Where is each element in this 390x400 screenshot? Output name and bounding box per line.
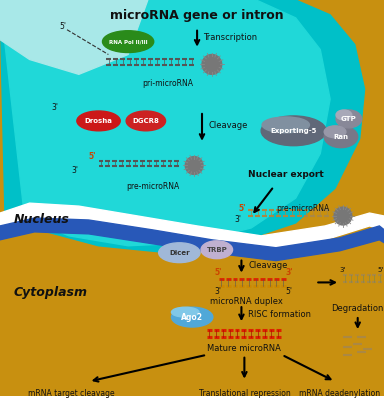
Text: Transcription: Transcription bbox=[203, 33, 257, 42]
Text: mRNA target cleavage: mRNA target cleavage bbox=[28, 390, 114, 398]
Text: Cleavage: Cleavage bbox=[248, 261, 288, 270]
Ellipse shape bbox=[324, 126, 358, 148]
Text: mRNA deadenylation: mRNA deadenylation bbox=[300, 390, 381, 398]
Circle shape bbox=[202, 54, 222, 74]
Text: Nuclear export: Nuclear export bbox=[248, 170, 324, 180]
Ellipse shape bbox=[336, 110, 352, 120]
Text: Dicer: Dicer bbox=[169, 250, 190, 256]
Polygon shape bbox=[0, 203, 384, 250]
Text: pri-microRNA: pri-microRNA bbox=[142, 79, 193, 88]
Text: RNA Pol II/III: RNA Pol II/III bbox=[109, 39, 147, 44]
Text: microRNA duplex: microRNA duplex bbox=[210, 297, 283, 306]
Text: Translational repression: Translational repression bbox=[199, 390, 290, 398]
Ellipse shape bbox=[261, 116, 326, 146]
Text: Exporting-5: Exporting-5 bbox=[271, 128, 317, 134]
Text: GTP: GTP bbox=[341, 116, 357, 122]
Text: pre-microRNA: pre-microRNA bbox=[276, 204, 329, 213]
Text: 5': 5' bbox=[59, 22, 66, 31]
Ellipse shape bbox=[262, 117, 309, 133]
Polygon shape bbox=[0, 0, 148, 74]
Text: microRNA gene or intron: microRNA gene or intron bbox=[110, 9, 284, 22]
Text: Drosha: Drosha bbox=[85, 118, 112, 124]
Text: Mature microRNA: Mature microRNA bbox=[207, 344, 281, 353]
Text: Cleavage: Cleavage bbox=[209, 121, 248, 130]
Text: 3': 3' bbox=[71, 166, 78, 175]
Text: 3': 3' bbox=[339, 266, 346, 272]
Text: DGCR8: DGCR8 bbox=[132, 118, 159, 124]
Ellipse shape bbox=[77, 111, 120, 131]
Circle shape bbox=[185, 156, 203, 174]
Ellipse shape bbox=[201, 241, 232, 259]
Text: Ago2: Ago2 bbox=[181, 313, 203, 322]
Ellipse shape bbox=[103, 31, 154, 52]
Text: Ran: Ran bbox=[333, 134, 348, 140]
Ellipse shape bbox=[159, 243, 200, 263]
Polygon shape bbox=[0, 218, 384, 261]
Text: Cytoplasm: Cytoplasm bbox=[14, 286, 88, 299]
Ellipse shape bbox=[336, 110, 362, 128]
Text: 3': 3' bbox=[286, 268, 293, 277]
Ellipse shape bbox=[126, 111, 165, 131]
Text: RISC formation: RISC formation bbox=[248, 310, 311, 319]
Text: Nucleus: Nucleus bbox=[14, 214, 70, 226]
Polygon shape bbox=[0, 0, 365, 253]
Text: Degradation: Degradation bbox=[332, 304, 384, 313]
Text: 5': 5' bbox=[89, 152, 96, 161]
Text: 5': 5' bbox=[215, 268, 222, 277]
Ellipse shape bbox=[172, 307, 213, 327]
Text: pre-microRNA: pre-microRNA bbox=[126, 182, 179, 191]
Text: 5': 5' bbox=[378, 266, 384, 272]
Text: 3': 3' bbox=[51, 102, 58, 112]
Polygon shape bbox=[0, 0, 330, 246]
Circle shape bbox=[334, 207, 352, 225]
Text: TRBP: TRBP bbox=[206, 247, 227, 253]
Text: 5': 5' bbox=[286, 287, 293, 296]
Text: 5': 5' bbox=[238, 204, 246, 213]
Text: 3': 3' bbox=[234, 216, 241, 224]
Text: 3': 3' bbox=[215, 287, 222, 296]
Ellipse shape bbox=[172, 307, 199, 317]
Ellipse shape bbox=[324, 126, 346, 138]
